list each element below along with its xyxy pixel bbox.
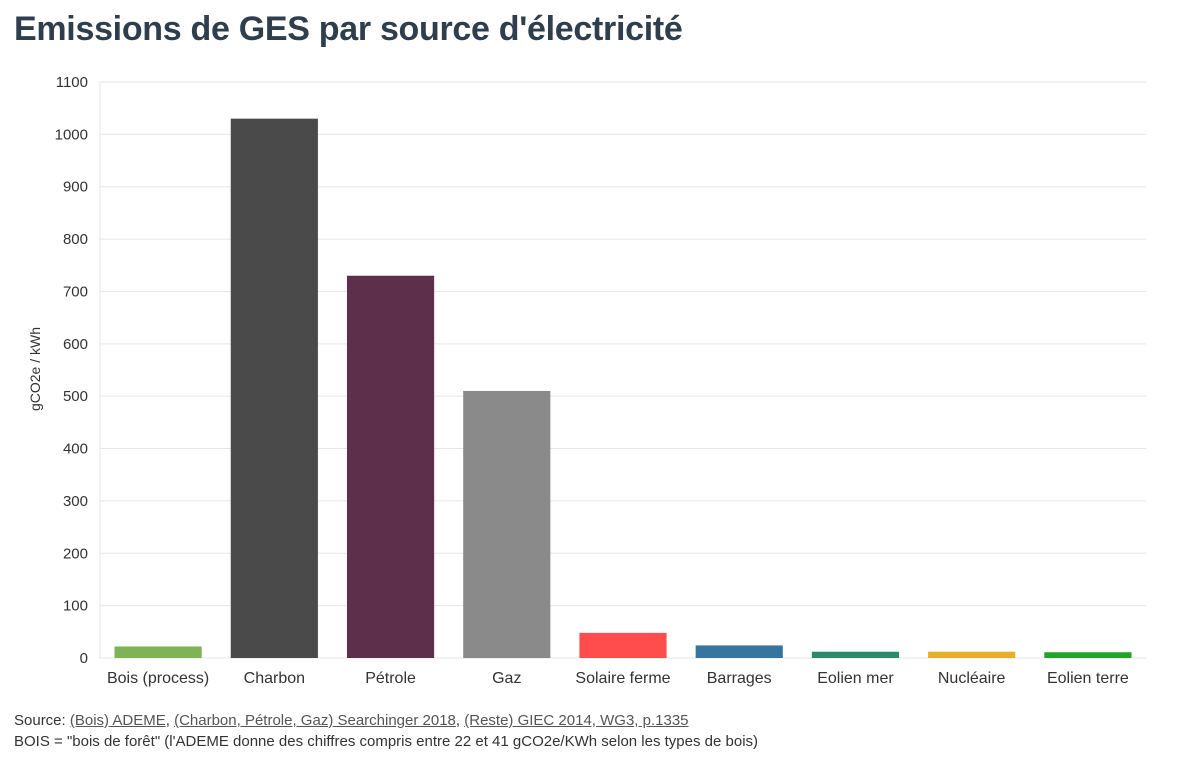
chart-title: Emissions de GES par source d'électricit… [14, 10, 683, 48]
x-tick-label: Charbon [244, 670, 305, 687]
y-tick-label: 300 [63, 493, 88, 510]
x-tick-label: Barrages [707, 670, 772, 687]
x-tick-label: Gaz [492, 670, 521, 687]
x-tick-label: Pétrole [365, 670, 416, 687]
x-tick-label: Eolien mer [817, 670, 894, 687]
wood-note: BOIS = "bois de forêt" (l'ADEME donne de… [14, 733, 759, 750]
y-tick-label: 800 [63, 231, 88, 248]
source-note: Source: (Bois) ADEME, (Charbon, Pétrole,… [14, 710, 758, 752]
x-axis-ticks: Bois (process) Charbon Pétrole Gaz Solaire f… [107, 670, 1129, 687]
source-line: Source: (Bois) ADEME, (Charbon, Pétrole,… [14, 712, 689, 729]
y-tick-label: 400 [63, 441, 88, 458]
x-tick-label: Solaire ferme [575, 670, 670, 687]
source-label: Source: [14, 712, 66, 729]
y-tick-label: 200 [63, 545, 88, 562]
bar[interactable] [230, 118, 318, 659]
y-tick-label: 1100 [56, 74, 88, 91]
bar[interactable] [463, 390, 551, 658]
bar[interactable] [695, 645, 783, 658]
y-tick-label: 0 [80, 650, 88, 667]
x-tick-label: Nucléaire [938, 670, 1006, 687]
x-tick-label: Bois (process) [107, 670, 209, 687]
y-tick-label: 700 [63, 283, 88, 300]
source-link-giec[interactable]: (Reste) GIEC 2014, WG3, p.1335 [464, 712, 689, 729]
bar[interactable] [811, 651, 900, 658]
bar[interactable] [1044, 652, 1132, 658]
bar[interactable] [928, 651, 1016, 658]
bar[interactable] [114, 646, 202, 658]
y-tick-label: 600 [63, 336, 88, 353]
y-axis-label: gCO2e / kWh [27, 327, 43, 411]
bar[interactable] [579, 632, 667, 658]
source-link-searchinger[interactable]: (Charbon, Pétrole, Gaz) Searchinger 2018 [174, 712, 456, 729]
bar[interactable] [346, 275, 435, 658]
bars [114, 118, 1132, 659]
source-link-bois[interactable]: (Bois) ADEME [69, 712, 166, 729]
y-tick-label: 500 [63, 388, 88, 405]
x-tick-label: Eolien terre [1047, 670, 1129, 687]
y-tick-label: 1000 [55, 126, 88, 143]
y-axis-ticks: 0 100 200 300 400 500 600 700 800 900 1000 1100 [55, 74, 88, 667]
y-tick-label: 100 [63, 598, 88, 615]
y-tick-label: 900 [63, 179, 88, 196]
